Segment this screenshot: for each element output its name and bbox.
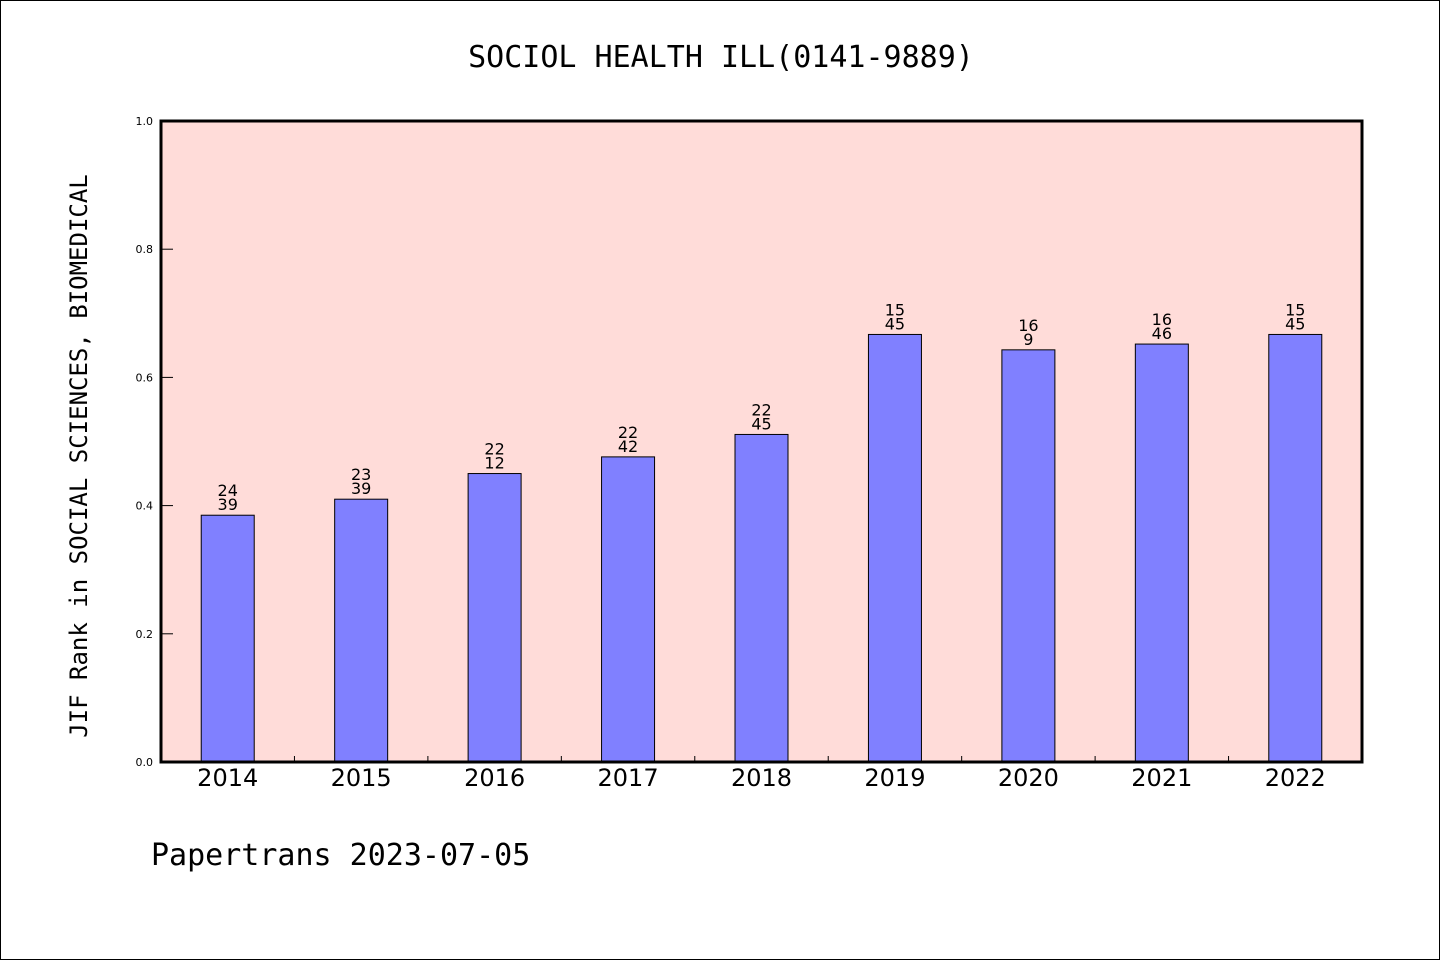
bar-label-rank: 22 xyxy=(484,440,504,459)
x-tick-label: 2014 xyxy=(197,764,258,792)
x-tick-label: 2016 xyxy=(464,764,525,792)
bar xyxy=(200,514,255,763)
bar xyxy=(601,456,656,763)
y-axis-label: JIF Rank in SOCIAL SCIENCES, BIOMEDICAL xyxy=(65,174,93,738)
bar-label-total: 45 xyxy=(751,414,771,433)
x-tick-label: 2015 xyxy=(331,764,392,792)
bar-label-rank: 24 xyxy=(218,481,238,500)
bar xyxy=(1134,343,1189,763)
bar-label-rank: 23 xyxy=(351,465,371,484)
y-tick-label: 0.8 xyxy=(136,243,154,256)
bar-label-total: 9 xyxy=(1023,330,1033,349)
bar-label-total: 46 xyxy=(1152,324,1172,343)
y-tick-label: 0.0 xyxy=(136,756,154,769)
bar-label-rank: 22 xyxy=(618,423,638,442)
bar-label-rank: 22 xyxy=(751,400,771,419)
footer-text: Papertrans 2023-07-05 xyxy=(151,838,530,873)
bar-label-total: 45 xyxy=(1285,314,1305,333)
x-tick-label: 2019 xyxy=(864,764,925,792)
plot-frame xyxy=(159,119,1364,764)
bar-label-total: 12 xyxy=(484,454,504,473)
x-tick-label: 2017 xyxy=(598,764,659,792)
bar-label-rank: 16 xyxy=(1152,310,1172,329)
bar xyxy=(1001,349,1056,763)
bar-series xyxy=(200,333,1323,763)
bar xyxy=(334,498,389,763)
bar-label-total: 39 xyxy=(351,479,371,498)
bar-label-rank: 16 xyxy=(1018,316,1038,335)
bar xyxy=(467,473,522,763)
bar-label-total: 39 xyxy=(218,495,238,514)
x-tick-label: 2021 xyxy=(1131,764,1192,792)
x-tick-label: 2018 xyxy=(731,764,792,792)
x-tick-label: 2020 xyxy=(998,764,1059,792)
bar-label-rank: 15 xyxy=(885,300,905,319)
y-tick-label: 0.6 xyxy=(136,371,154,384)
bar-label-total: 42 xyxy=(618,437,638,456)
chart-title: SOCIOL HEALTH ILL(0141-9889) xyxy=(468,40,974,75)
bar-label-total: 45 xyxy=(885,314,905,333)
bar xyxy=(1268,333,1323,763)
y-tick-label: 0.2 xyxy=(136,628,154,641)
bar-label-rank: 15 xyxy=(1285,300,1305,319)
y-tick-label: 1.0 xyxy=(136,115,154,128)
bar xyxy=(734,433,789,763)
x-axis: 2014 2015 2016 2017 2018 2019 2020 2021 2022 xyxy=(197,756,1326,792)
bar xyxy=(867,333,922,763)
y-tick-label: 0.4 xyxy=(136,500,154,513)
x-tick-label: 2022 xyxy=(1265,764,1326,792)
